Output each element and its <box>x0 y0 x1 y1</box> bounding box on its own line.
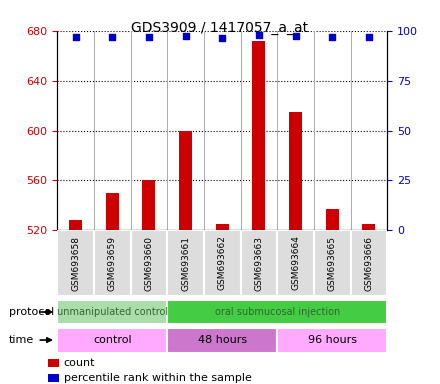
Text: unmanipulated control: unmanipulated control <box>57 307 168 317</box>
FancyBboxPatch shape <box>277 230 314 296</box>
Bar <box>363 224 375 230</box>
Text: GSM693665: GSM693665 <box>328 235 337 291</box>
Bar <box>167 300 387 324</box>
Point <box>329 34 336 40</box>
Text: 48 hours: 48 hours <box>198 335 247 345</box>
Text: GSM693663: GSM693663 <box>254 235 264 291</box>
Text: protocol: protocol <box>9 307 54 317</box>
FancyBboxPatch shape <box>314 230 351 296</box>
Bar <box>277 328 387 353</box>
Text: GDS3909 / 1417057_a_at: GDS3909 / 1417057_a_at <box>132 21 308 35</box>
Bar <box>289 112 302 230</box>
Text: GSM693658: GSM693658 <box>71 235 80 291</box>
Bar <box>143 180 155 230</box>
Point <box>182 33 189 39</box>
Point <box>292 33 299 39</box>
Text: time: time <box>9 335 34 345</box>
Point <box>109 34 116 40</box>
Text: count: count <box>64 358 95 368</box>
Bar <box>216 224 229 230</box>
Bar <box>326 209 339 230</box>
Bar <box>253 41 265 230</box>
Text: percentile rank within the sample: percentile rank within the sample <box>64 373 252 383</box>
Point <box>145 34 152 40</box>
FancyBboxPatch shape <box>204 230 241 296</box>
Text: GSM693659: GSM693659 <box>108 235 117 291</box>
Text: GSM693664: GSM693664 <box>291 236 300 290</box>
FancyBboxPatch shape <box>131 230 167 296</box>
Text: GSM693662: GSM693662 <box>218 236 227 290</box>
Point <box>255 31 262 38</box>
Point <box>72 34 79 40</box>
Text: control: control <box>93 335 132 345</box>
FancyBboxPatch shape <box>94 230 131 296</box>
FancyBboxPatch shape <box>241 230 277 296</box>
Bar <box>167 328 277 353</box>
Text: oral submucosal injection: oral submucosal injection <box>215 307 340 317</box>
Bar <box>69 220 82 230</box>
Text: 96 hours: 96 hours <box>308 335 357 345</box>
Point <box>365 34 372 40</box>
Bar <box>179 131 192 230</box>
Bar <box>57 300 167 324</box>
FancyBboxPatch shape <box>167 230 204 296</box>
Bar <box>57 328 167 353</box>
Bar <box>106 193 119 230</box>
Point <box>219 35 226 41</box>
Text: GSM693660: GSM693660 <box>144 235 154 291</box>
Text: GSM693661: GSM693661 <box>181 235 190 291</box>
Text: GSM693666: GSM693666 <box>364 235 374 291</box>
FancyBboxPatch shape <box>351 230 387 296</box>
FancyBboxPatch shape <box>57 230 94 296</box>
